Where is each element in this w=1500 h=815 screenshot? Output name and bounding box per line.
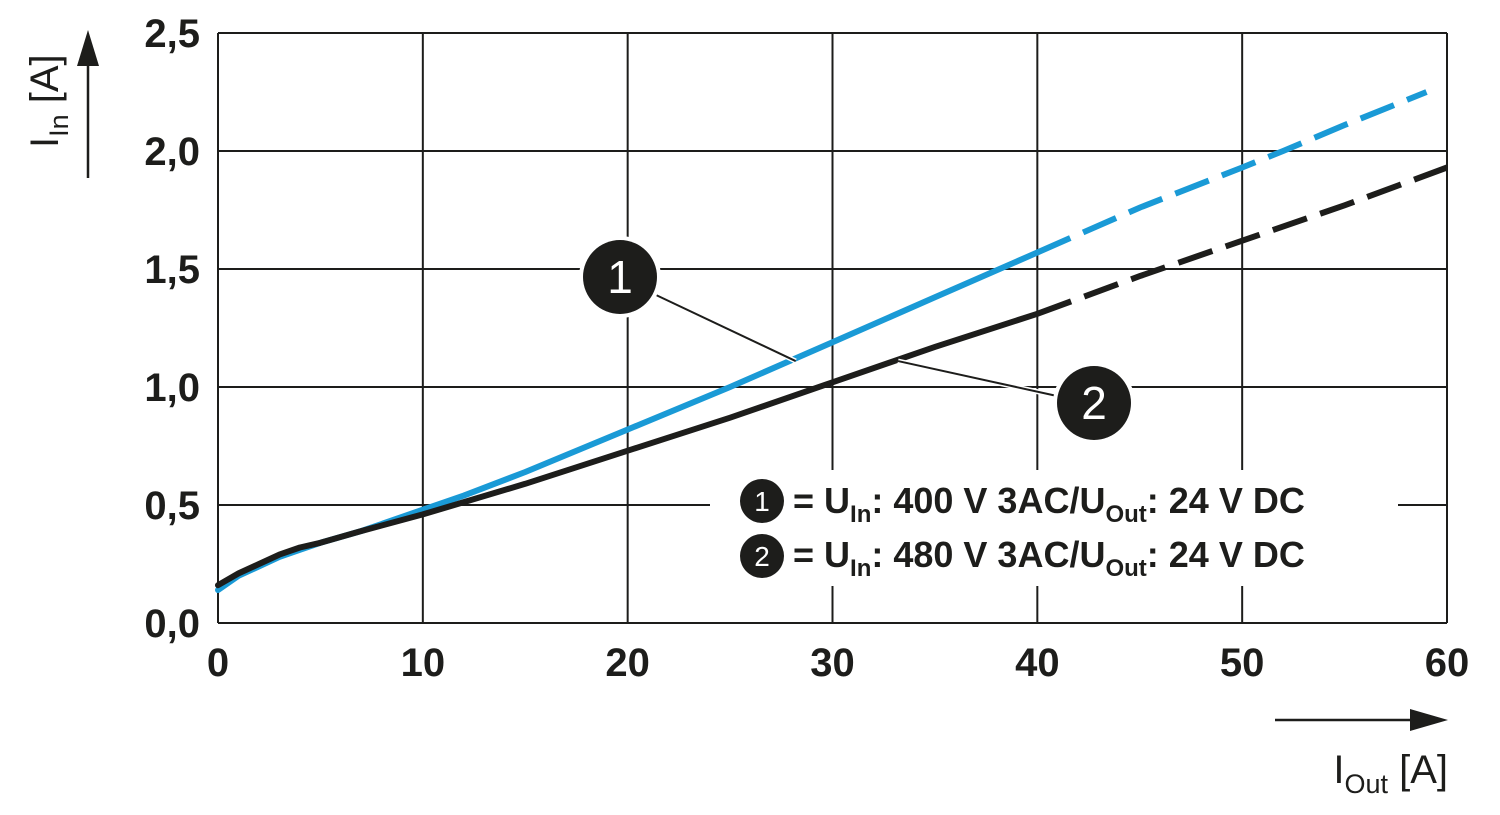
legend-marker-2 bbox=[740, 534, 784, 578]
series-2-dashed-line bbox=[1036, 164, 1449, 317]
x-tick-label: 40 bbox=[1015, 641, 1060, 685]
y-tick-label: 2,5 bbox=[144, 12, 200, 56]
legend-marker-1-label: 1 bbox=[754, 486, 770, 517]
annotation-2-marker bbox=[1057, 366, 1131, 440]
legend-marker-1 bbox=[740, 479, 784, 523]
annotation-1-leader bbox=[655, 294, 797, 362]
y-tick-label: 0,0 bbox=[144, 602, 200, 646]
y-tick-label: 1,5 bbox=[144, 248, 200, 292]
series-1-dashed-line bbox=[1036, 89, 1428, 256]
y-axis-title-unit: [A] bbox=[23, 54, 67, 114]
y-axis-title-main: I bbox=[23, 137, 67, 148]
legend-box bbox=[710, 470, 1398, 586]
annotation-1-marker bbox=[583, 240, 657, 314]
series-lines bbox=[215, 89, 1449, 593]
x-tick-label: 0 bbox=[207, 641, 229, 685]
annotation-2-label: 2 bbox=[1081, 377, 1107, 429]
y-axis-title-sub: In bbox=[44, 114, 74, 137]
x-axis-title-main: I bbox=[1333, 748, 1344, 792]
x-axis-arrow bbox=[1275, 709, 1448, 731]
y-tick-labels: 0,0 0,5 1,0 1,5 2,0 2,5 bbox=[144, 12, 200, 646]
x-tick-label: 50 bbox=[1220, 641, 1265, 685]
x-tick-label: 60 bbox=[1425, 641, 1470, 685]
legend-marker-2-label: 2 bbox=[754, 541, 770, 572]
x-tick-labels: 0 10 20 30 40 50 60 bbox=[207, 641, 1469, 685]
annotations: 12 bbox=[579, 236, 1135, 444]
svg-text:IIn [A]: IIn [A] bbox=[23, 54, 74, 148]
legend: 1 = UIn: 400 V 3AC/UOut: 24 V DC 2 = UIn… bbox=[710, 470, 1398, 586]
x-tick-label: 20 bbox=[605, 641, 650, 685]
legend-entry-2-text: = UIn: 480 V 3AC/UOut: 24 V DC bbox=[793, 534, 1305, 582]
x-tick-label: 30 bbox=[810, 641, 855, 685]
annotation-2-leader bbox=[897, 360, 1058, 397]
y-axis-arrow bbox=[77, 30, 99, 178]
y-tick-label: 1,0 bbox=[144, 366, 200, 410]
y-tick-label: 2,0 bbox=[144, 130, 200, 174]
x-axis-title-unit: [A] bbox=[1388, 748, 1448, 792]
y-axis-title: IIn [A] bbox=[23, 54, 74, 148]
annotation-1-label: 1 bbox=[607, 251, 633, 303]
x-axis-title: IOut [A] bbox=[1333, 748, 1448, 799]
y-tick-label: 0,5 bbox=[144, 484, 200, 528]
legend-entry-1: 1 = UIn: 400 V 3AC/UOut: 24 V DC bbox=[740, 479, 1305, 528]
series-2-solid-line bbox=[215, 310, 1041, 589]
x-tick-label: 10 bbox=[401, 641, 446, 685]
legend-entry-1-text: = UIn: 400 V 3AC/UOut: 24 V DC bbox=[793, 480, 1305, 528]
x-axis-title-sub: Out bbox=[1344, 769, 1388, 799]
legend-entry-2: 2 = UIn: 480 V 3AC/UOut: 24 V DC bbox=[740, 534, 1305, 582]
